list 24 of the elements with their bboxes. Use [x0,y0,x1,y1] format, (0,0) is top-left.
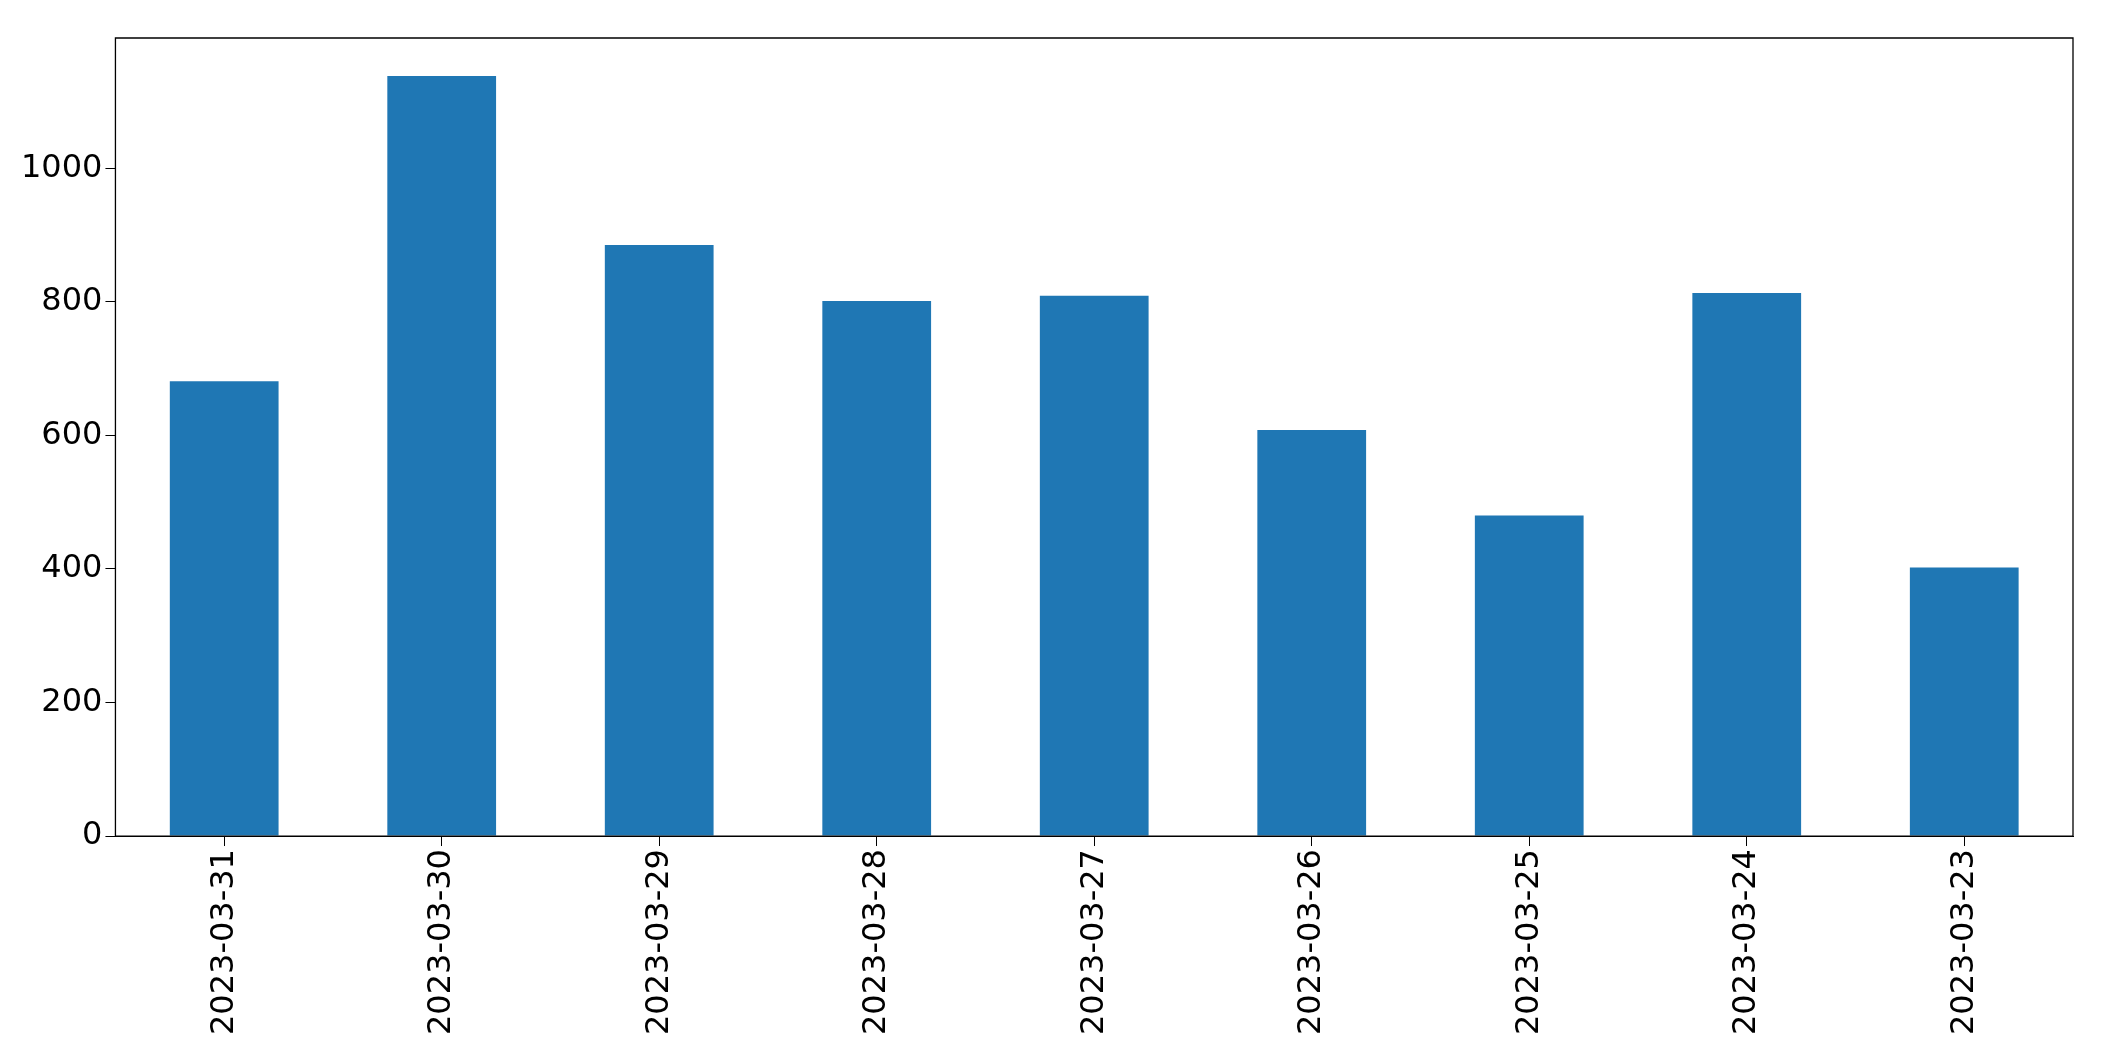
bar [169,381,279,836]
x-tick-label: 2023-03-31 [202,849,241,1035]
bar [822,301,932,836]
x-tick-label: 2023-03-25 [1507,849,1546,1035]
x-tick-label: 2023-03-27 [1072,849,1111,1035]
bar [1909,567,2019,836]
y-tick-label: 0 [82,814,103,853]
bar [1474,515,1584,836]
bar [1692,293,1802,836]
x-tick-label: 2023-03-29 [637,849,676,1035]
y-tick-label: 800 [41,280,103,319]
bar [604,245,714,836]
y-tick-label: 400 [41,547,103,586]
bar [387,76,497,836]
bar [1257,430,1367,836]
x-tick-label: 2023-03-26 [1290,849,1329,1035]
x-tick-label: 2023-03-30 [420,849,459,1035]
y-tick-label: 200 [41,680,103,719]
x-tick-label: 2023-03-23 [1942,849,1981,1035]
x-tick-label: 2023-03-28 [855,849,894,1035]
y-tick-label: 600 [41,413,103,452]
y-tick-label: 1000 [21,146,103,185]
bar [1039,295,1149,836]
x-tick-label: 2023-03-24 [1725,849,1764,1035]
